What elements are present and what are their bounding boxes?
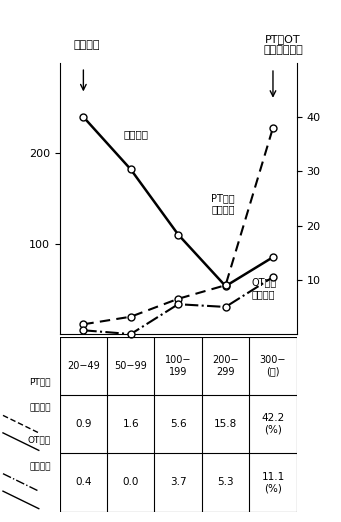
Text: 3.7: 3.7: [170, 478, 187, 488]
Text: 0.0: 0.0: [122, 478, 139, 488]
Text: 50−99: 50−99: [114, 361, 147, 371]
Text: 一般病院: 一般病院: [74, 40, 100, 50]
Text: 11.1
(%): 11.1 (%): [261, 471, 285, 493]
Text: 1.6: 1.6: [122, 419, 139, 429]
Text: 42.2
(%): 42.2 (%): [261, 413, 285, 435]
Text: 5.3: 5.3: [217, 478, 234, 488]
Text: PT承認: PT承認: [29, 377, 51, 386]
Text: PT承認
一般病院: PT承認 一般病院: [211, 193, 235, 215]
Text: 20−49: 20−49: [67, 361, 100, 371]
Text: OT承認: OT承認: [28, 435, 51, 445]
Text: 300−
(本): 300− (本): [260, 355, 286, 377]
Text: 100−
199: 100− 199: [165, 355, 191, 377]
Text: 一般病院: 一般病院: [29, 404, 51, 413]
Text: 5.6: 5.6: [170, 419, 187, 429]
Text: PT，OT: PT，OT: [265, 34, 301, 44]
Text: 15.8: 15.8: [214, 419, 237, 429]
Text: 0.9: 0.9: [75, 419, 92, 429]
Text: 一般病院: 一般病院: [29, 462, 51, 471]
Text: 一般病院: 一般病院: [124, 129, 149, 139]
Text: 200−
299: 200− 299: [212, 355, 239, 377]
Text: 0.4: 0.4: [75, 478, 92, 488]
Text: 承認一般病院: 承認一般病院: [263, 45, 303, 55]
Text: OT承認
一般病院: OT承認 一般病院: [252, 277, 277, 299]
